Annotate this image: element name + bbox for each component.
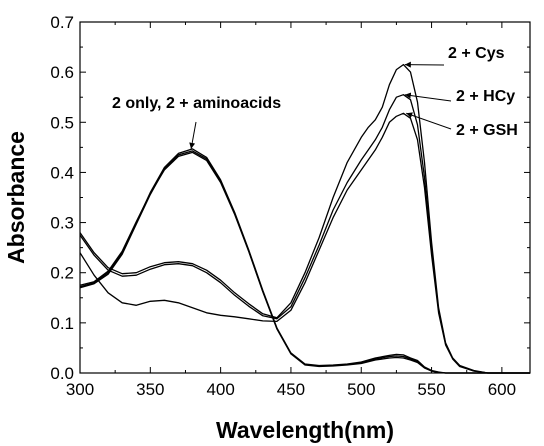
y-tick-label: 0.1: [50, 314, 74, 333]
annotations: 2 only, 2 + aminoacids 2 + Cys 2 + HCy 2 + …: [112, 45, 518, 149]
y-tick-label: 0.6: [50, 63, 74, 82]
annotation-2-cys-label: 2 + Cys: [448, 45, 505, 62]
annotation-2-gsh-label: 2 + GSH: [456, 122, 518, 139]
series-line-6: [79, 112, 530, 374]
annotation-2-hcy-arrow: [404, 92, 452, 102]
x-tick-label: 450: [277, 380, 305, 399]
y-tick-label: 0.3: [50, 214, 74, 233]
x-tick-label: 500: [347, 380, 375, 399]
y-tick-label: 0.5: [50, 113, 74, 132]
x-axis-title: Wavelength(nm): [216, 417, 394, 443]
x-tick-label: 600: [488, 380, 516, 399]
y-tick-label: 0.0: [50, 364, 74, 383]
y-tick-label: 0.4: [50, 163, 74, 182]
x-tick-label: 350: [136, 380, 164, 399]
series-line-2: [79, 151, 530, 374]
series-line-3: [79, 150, 530, 374]
x-tick-label: 550: [417, 380, 445, 399]
plot-area: 300 350 400 450 500 550 600 0.0 0.1 0.2 0.3 0.4 0.5…: [50, 13, 531, 399]
series-lines: [79, 63, 530, 374]
y-axis-title: Absorbance: [3, 131, 29, 264]
x-tick-label: 400: [206, 380, 234, 399]
annotation-2-only-label: 2 only, 2 + aminoacids: [112, 95, 281, 112]
annotation-2-hcy-label: 2 + HCy: [456, 88, 515, 105]
series-line-1: [79, 148, 530, 374]
y-tick-label: 0.7: [50, 13, 74, 32]
x-axis-ticks: 300 350 400 450 500 550 600: [66, 22, 516, 399]
annotation-2-only-arrow: [189, 121, 197, 149]
x-tick-label: 300: [66, 380, 94, 399]
y-axis-ticks: 0.0 0.1 0.2 0.3 0.4 0.5 0.6 0.7: [50, 13, 530, 383]
annotation-2-gsh-arrow: [406, 112, 452, 130]
y-tick-label: 0.2: [50, 264, 74, 283]
